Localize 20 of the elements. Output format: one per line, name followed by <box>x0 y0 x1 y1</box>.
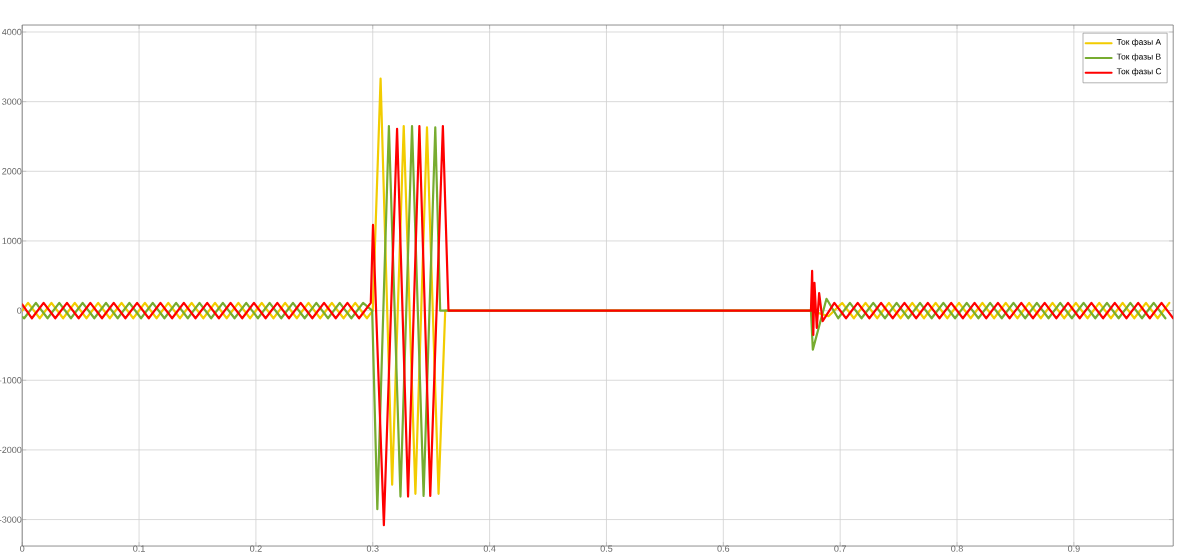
y-tick-label: 4000 <box>2 28 22 36</box>
legend-label: Ток фазы A <box>1116 38 1162 47</box>
x-tick-label: 0.1 <box>133 545 145 552</box>
y-tick-label: 2000 <box>2 168 22 175</box>
legend-label: Ток фазы C <box>1116 68 1162 76</box>
x-tick-label: 0.5 <box>600 545 613 552</box>
x-tick-label: 0.4 <box>483 545 496 552</box>
y-tick-label: 0 <box>17 307 22 314</box>
y-tick-label: 3000 <box>2 98 22 105</box>
x-tick-label: 0.8 <box>951 545 963 552</box>
x-tick-label: 0.3 <box>366 545 379 552</box>
y-tick-label: 1000 <box>2 237 22 245</box>
x-tick-label: 0.7 <box>834 545 846 552</box>
x-tick-label: 0.6 <box>717 545 730 552</box>
x-tick-label: 0.9 <box>1067 545 1080 552</box>
y-tick-label: -2000 <box>0 446 22 454</box>
x-tick-label: 0.2 <box>250 545 262 552</box>
y-tick-label: -1000 <box>0 377 22 384</box>
legend-label: Ток фазы B <box>1116 53 1161 62</box>
y-tick-label: -3000 <box>0 516 22 523</box>
